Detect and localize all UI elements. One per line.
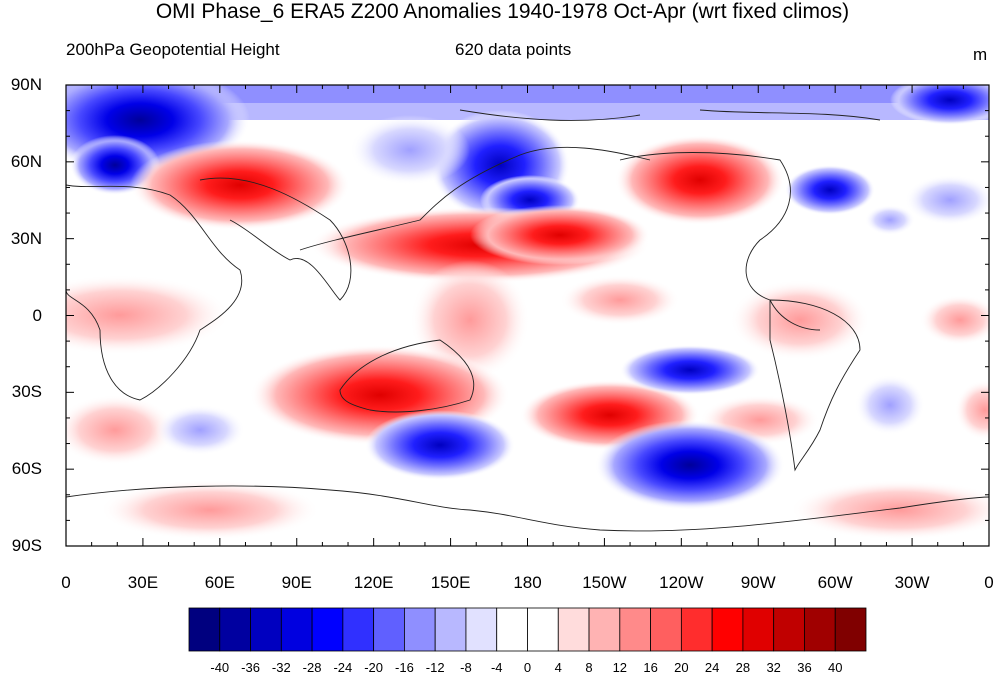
colorbar-box — [311, 607, 344, 652]
lat-label: 60S — [11, 459, 42, 479]
variable-label: 200hPa Geopotential Height — [66, 40, 280, 59]
colorbar-box — [773, 607, 805, 652]
lat-label: 60N — [10, 151, 42, 171]
lon-label: 60E — [204, 573, 235, 592]
colorbar-box — [404, 607, 436, 652]
colorbar-label: 40 — [827, 660, 843, 675]
colorbar-label: -28 — [302, 660, 322, 675]
colorbar-box — [588, 607, 621, 652]
lon-label: 90E — [281, 573, 312, 592]
lat-label: 30S — [11, 382, 42, 402]
plot-title: OMI Phase_6 ERA5 Z200 Anomalies 1940-197… — [155, 0, 850, 23]
colorbar-label: -4 — [490, 660, 503, 675]
colorbar-label: 32 — [766, 660, 781, 675]
colorbar-box — [280, 607, 313, 652]
colorbar-label: 12 — [612, 660, 628, 675]
colorbar-label: -40 — [210, 660, 230, 675]
colorbar-label: 16 — [643, 660, 658, 675]
colorbar-box — [711, 607, 744, 652]
colorbar-label: -16 — [395, 660, 414, 675]
colorbar-label: 0 — [523, 660, 532, 675]
colorbar-box — [742, 607, 775, 652]
colorbar-box — [619, 607, 651, 652]
colorbar-box — [219, 607, 251, 652]
lon-label: 180 — [513, 573, 542, 592]
colorbar-label: -32 — [271, 660, 291, 675]
colorbar-label: -36 — [241, 660, 260, 675]
lat-label: 90N — [10, 75, 42, 94]
antarctica-coast — [66, 485, 989, 532]
anomaly-field — [66, 85, 989, 546]
colorbar-label: 4 — [554, 660, 562, 675]
colorbar-box — [527, 607, 559, 652]
colorbar-box — [496, 607, 528, 652]
lon-label: 30E — [127, 573, 159, 592]
lon-label: 90W — [740, 573, 776, 592]
colorbar-label: 20 — [674, 660, 689, 675]
colorbar-label: 28 — [735, 660, 751, 675]
lon-label: 30W — [894, 573, 930, 592]
colorbar-box — [188, 607, 221, 652]
lon-label: 120W — [659, 573, 704, 592]
lat-label: 30N — [10, 228, 42, 248]
lon-label: 120E — [353, 573, 394, 592]
australia-coast — [339, 339, 475, 413]
colorbar-box — [680, 607, 713, 652]
x-tick-marks — [65, 85, 990, 546]
east-asia-coast — [299, 146, 651, 251]
colorbar — [188, 607, 867, 652]
lon-label: 150E — [430, 573, 471, 592]
colorbar-label: 8 — [585, 660, 593, 675]
colorbar-box — [250, 607, 282, 652]
lat-label: 90S — [11, 536, 42, 555]
colorbar-box — [465, 607, 498, 652]
colorbar-label: -8 — [460, 660, 472, 675]
colorbar-box — [804, 607, 836, 652]
colorbar-box — [342, 607, 375, 652]
colorbar-label: -12 — [425, 660, 445, 675]
coastlines — [66, 109, 989, 532]
colorbar-box — [650, 607, 682, 652]
lon-label: 150W — [582, 573, 627, 592]
colorbar-box — [834, 607, 867, 652]
colorbar-box — [373, 607, 405, 652]
asia-coast — [199, 177, 352, 301]
colorbar-box — [557, 607, 590, 652]
north-america-coast — [619, 152, 821, 331]
south-america-coast — [769, 299, 861, 472]
colorbar-label: -20 — [364, 660, 384, 675]
africa-europe-coast — [66, 184, 243, 401]
lon-label: 0 — [61, 573, 71, 592]
colorbar-label: 24 — [704, 660, 720, 675]
units-label: m — [973, 45, 988, 64]
colorbar-label: -24 — [333, 660, 353, 675]
data-count-label: 620 data points — [455, 40, 572, 59]
lon-label: 0 — [984, 573, 994, 592]
colorbar-label: 36 — [797, 660, 812, 675]
lon-label: 60W — [817, 573, 853, 592]
colorbar-box — [434, 607, 467, 652]
y-tick-marks — [66, 84, 989, 547]
lat-label: 0 — [32, 305, 42, 325]
arctic-coast — [459, 109, 881, 121]
